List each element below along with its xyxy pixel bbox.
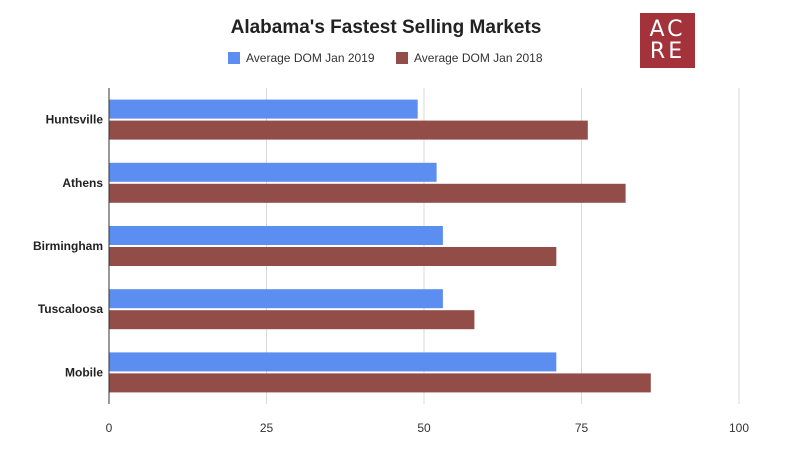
bar <box>109 99 418 119</box>
logo-line-2: RE <box>649 38 686 64</box>
bar <box>109 247 557 266</box>
category-label: Birmingham <box>33 239 103 253</box>
legend-label: Average DOM Jan 2019 <box>246 51 375 65</box>
logo-line-1: AC <box>649 16 686 42</box>
category-label: Mobile <box>65 365 103 379</box>
bars <box>109 99 651 393</box>
legend-swatch <box>228 52 240 64</box>
chart-title: Alabama's Fastest Selling Markets <box>231 17 542 38</box>
x-tick-label: 100 <box>729 421 749 435</box>
bar <box>109 373 651 393</box>
bar <box>109 310 475 330</box>
gridlines <box>266 88 740 404</box>
legend-label: Average DOM Jan 2018 <box>414 51 543 65</box>
legend: Average DOM Jan 2019 Average DOM Jan 2018 <box>228 51 543 65</box>
bar <box>109 120 588 140</box>
x-tick-label: 25 <box>260 421 274 435</box>
legend-swatch <box>396 52 408 64</box>
x-tick-label: 0 <box>106 421 113 435</box>
acre-logo: AC RE <box>640 13 695 68</box>
x-tick-label: 75 <box>575 421 589 435</box>
category-label: Huntsville <box>46 113 104 127</box>
bar <box>109 226 443 245</box>
bar <box>109 162 437 182</box>
bar <box>109 289 443 309</box>
category-label: Tuscaloosa <box>38 302 103 316</box>
x-tick-labels: 0 25 50 75 100 <box>106 421 750 435</box>
bar <box>109 183 626 203</box>
bar <box>109 352 557 372</box>
x-tick-label: 50 <box>417 421 431 435</box>
category-labels: Huntsville Athens Birmingham Tuscaloosa Mobi… <box>33 113 103 380</box>
category-label: Athens <box>62 176 103 190</box>
